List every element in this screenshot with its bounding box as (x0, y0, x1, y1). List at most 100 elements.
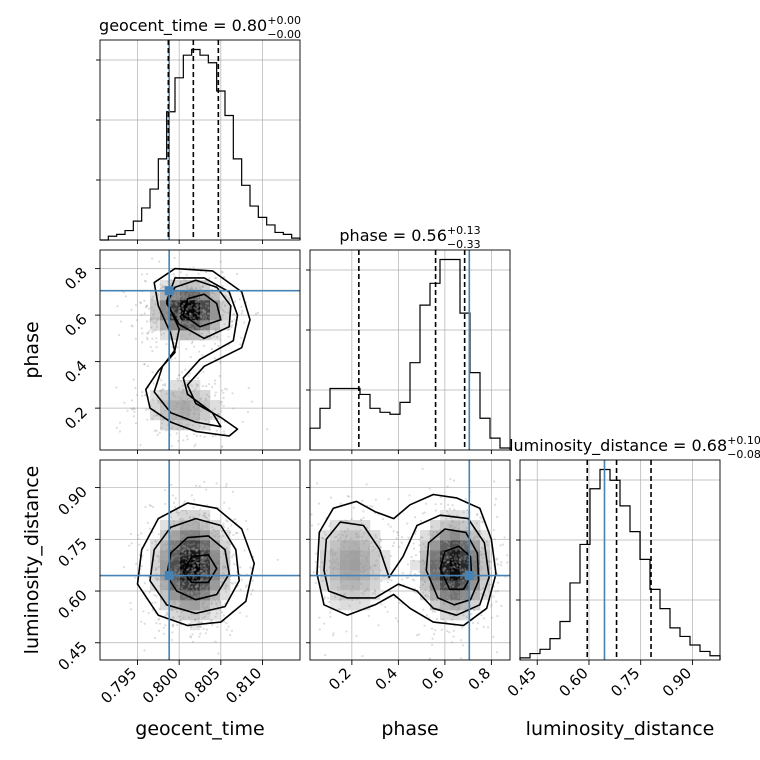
scatter-point (143, 279, 146, 282)
scatter-point (446, 630, 449, 633)
scatter-point (245, 615, 248, 618)
scatter-point (215, 612, 219, 615)
scatter-point (204, 578, 208, 582)
scatter-point (222, 391, 225, 394)
scatter-point (197, 296, 200, 300)
scatter-point (440, 538, 443, 542)
scatter-point (217, 413, 220, 416)
scatter-point (141, 341, 144, 344)
scatter-point (196, 572, 199, 575)
scatter-point (196, 307, 199, 310)
scatter-point (196, 579, 199, 582)
scatter-point (202, 321, 205, 324)
scatter-point (222, 567, 225, 570)
scatter-point (453, 556, 456, 559)
scatter-point (171, 308, 174, 311)
scatter-point (389, 525, 392, 528)
scatter-point (205, 570, 208, 573)
scatter-point (500, 561, 503, 564)
scatter-point (189, 307, 192, 310)
scatter-point (459, 533, 462, 536)
scatter-point (452, 527, 455, 530)
scatter-point (201, 285, 204, 288)
scatter-point (187, 553, 190, 556)
scatter-point (369, 505, 372, 508)
scatter-point (439, 549, 442, 552)
density-cell (160, 560, 171, 571)
scatter-point (175, 304, 178, 307)
scatter-point (172, 418, 175, 421)
scatter-point (354, 553, 358, 556)
scatter-point (473, 558, 476, 561)
scatter-point (219, 556, 222, 559)
scatter-point (164, 309, 167, 312)
scatter-point (177, 572, 180, 576)
scatter-point (184, 318, 187, 322)
scatter-point (232, 553, 235, 557)
scatter-point (374, 498, 377, 501)
density-cell (200, 410, 211, 421)
scatter-point (193, 602, 196, 606)
scatter-point (165, 611, 168, 614)
scatter-point (194, 548, 197, 551)
scatter-point (160, 566, 164, 569)
scatter-point (199, 397, 202, 400)
scatter-point (423, 567, 426, 570)
scatter-point (165, 392, 168, 395)
scatter-point (396, 531, 399, 534)
scatter-point (500, 604, 503, 608)
scatter-point (183, 322, 187, 325)
scatter-point (175, 569, 178, 572)
scatter-point (180, 549, 183, 552)
scatter-point (182, 388, 185, 391)
scatter-point (129, 601, 132, 605)
scatter-point (219, 361, 222, 364)
scatter-point (179, 517, 183, 521)
scatter-point (209, 312, 212, 315)
scatter-point (150, 298, 153, 301)
scatter-point (115, 386, 118, 389)
scatter-point (196, 529, 199, 532)
scatter-point (171, 544, 174, 548)
scatter-point (189, 312, 192, 315)
scatter-point (170, 358, 173, 361)
scatter-point (332, 571, 335, 574)
scatter-point (182, 581, 185, 584)
scatter-point (166, 319, 169, 322)
scatter-point (456, 558, 459, 561)
scatter-point (194, 300, 198, 303)
density-cell (430, 530, 441, 541)
density-cell (150, 540, 161, 551)
scatter-point (223, 323, 226, 326)
scatter-point (192, 506, 195, 509)
scatter-point (423, 562, 426, 566)
scatter-point (153, 593, 156, 597)
scatter-point (459, 605, 462, 608)
scatter-point (181, 526, 184, 529)
scatter-point (183, 549, 186, 552)
density-cell (160, 550, 171, 561)
density-cell (430, 590, 441, 601)
scatter-point (192, 516, 195, 519)
scatter-point (436, 565, 439, 568)
scatter-point (441, 522, 444, 525)
scatter-point (214, 640, 217, 643)
scatter-point (189, 312, 192, 315)
scatter-point (170, 483, 173, 486)
scatter-point (175, 530, 178, 533)
scatter-point (140, 327, 143, 330)
scatter-point (479, 569, 482, 572)
scatter-point (322, 538, 325, 541)
scatter-point (230, 629, 234, 632)
scatter-point (355, 536, 358, 539)
scatter-point (189, 532, 192, 535)
title-sup-phase: +0.13 (447, 224, 481, 237)
scatter-point (201, 556, 204, 559)
scatter-point (181, 384, 184, 387)
scatter-point (208, 428, 211, 431)
scatter-point (448, 613, 451, 616)
scatter-point (463, 533, 466, 536)
scatter-point (195, 585, 198, 588)
scatter-point (197, 543, 200, 546)
scatter-point (184, 318, 187, 321)
